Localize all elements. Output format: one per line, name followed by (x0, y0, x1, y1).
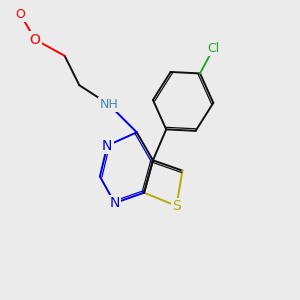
Text: Cl: Cl (207, 42, 219, 55)
Text: O: O (16, 8, 26, 21)
Text: N: N (102, 139, 112, 153)
Text: O: O (16, 8, 26, 21)
Text: S: S (172, 199, 181, 213)
Text: N: N (110, 196, 120, 210)
Text: NH: NH (99, 98, 118, 111)
Text: O: O (30, 33, 40, 46)
